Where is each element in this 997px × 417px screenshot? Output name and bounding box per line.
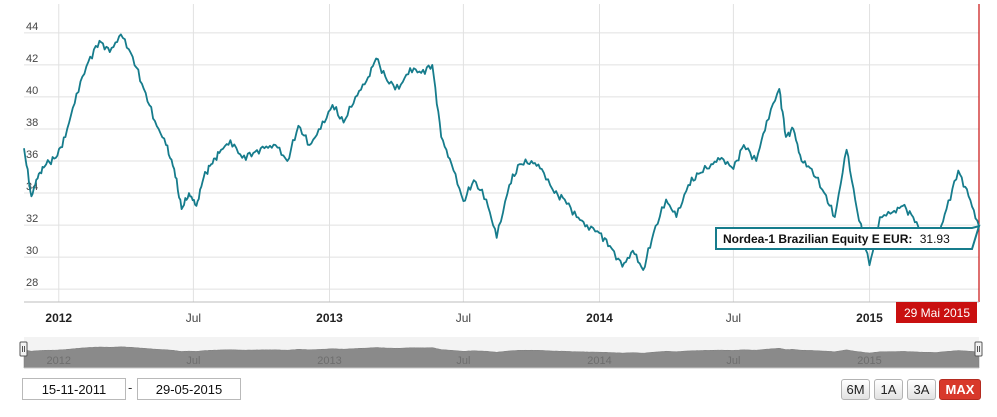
y-tick-label: 40 (26, 85, 38, 97)
x-tick-label: Jul (456, 311, 471, 325)
navigator-tick-label: 2013 (317, 355, 341, 367)
range-button-6m[interactable]: 6M (841, 379, 870, 400)
y-tick-label: 32 (26, 213, 38, 225)
chart-gridlines (24, 4, 980, 303)
navigator-tick-label: Jul (726, 355, 740, 367)
date-to-input[interactable] (137, 378, 241, 400)
y-tick-label: 42 (26, 53, 38, 65)
y-tick-label: 44 (26, 21, 38, 33)
y-tick-label: 28 (26, 277, 38, 289)
navigator[interactable]: 2012 Jul 2013 Jul 2014 Jul 2015 (19, 337, 983, 369)
navigator-tick-label: 2012 (47, 355, 71, 367)
navigator-tick-label: 2015 (857, 355, 881, 367)
navigator-tick-label: Jul (186, 355, 200, 367)
navigator-axis-labels: 2012 Jul 2013 Jul 2014 Jul 2015 (47, 355, 882, 367)
series-line (23, 33, 980, 271)
navigator-tick-label: Jul (456, 355, 470, 367)
series-tooltip: Nordea-1 Brazilian Equity E EUR: 31.93 (715, 224, 981, 250)
navigator-right-handle[interactable] (974, 341, 983, 357)
x-axis-labels: 2012 Jul 2013 Jul 2014 Jul 2015 (45, 311, 883, 325)
navigator-tick-label: 2014 (587, 355, 611, 367)
date-range-separator: - (128, 380, 133, 395)
current-date-label: 29 Mai 2015 (904, 306, 970, 320)
range-button-1a[interactable]: 1A (874, 379, 903, 400)
date-from-input[interactable] (22, 378, 126, 400)
x-tick-label: Jul (726, 311, 741, 325)
tooltip-value: 31.93 (920, 232, 950, 246)
range-button-max[interactable]: MAX (939, 379, 981, 400)
x-tick-label: 2014 (586, 311, 613, 325)
x-tick-label: Jul (186, 311, 201, 325)
tooltip-box (715, 224, 981, 250)
range-button-3a[interactable]: 3A (907, 379, 936, 400)
x-tick-label: 2015 (856, 311, 883, 325)
navigator-series-area (23, 346, 980, 369)
svg-text:Nordea-1 Brazilian Equity E EU: Nordea-1 Brazilian Equity E EUR: 31.93 (723, 232, 950, 246)
x-tick-label: 2013 (316, 311, 343, 325)
navigator-left-handle[interactable] (19, 341, 28, 357)
x-tick-label: 2012 (45, 311, 72, 325)
tooltip-series-name: Nordea-1 Brazilian Equity E EUR: (723, 232, 912, 246)
y-tick-label: 30 (26, 245, 38, 257)
y-tick-label: 38 (26, 117, 38, 129)
current-date-flag (896, 302, 977, 323)
y-tick-label: 36 (26, 149, 38, 161)
